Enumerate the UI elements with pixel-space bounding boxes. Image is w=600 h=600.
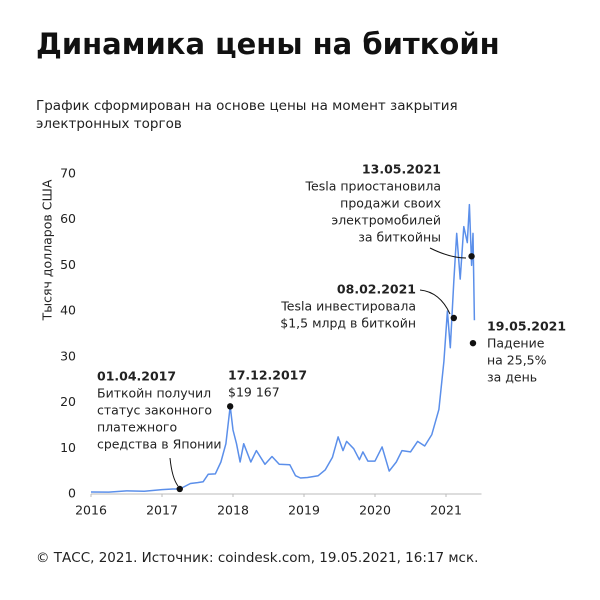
y-tick-label: 60 xyxy=(60,211,76,226)
y-tick-label: 50 xyxy=(60,257,76,272)
annotation-text: средства в Японии xyxy=(97,437,222,452)
y-tick-label: 40 xyxy=(60,303,76,318)
annotation-text: за день xyxy=(487,370,537,385)
subtitle: электронных торгов xyxy=(36,116,182,132)
x-tick-label: 2021 xyxy=(430,503,462,518)
y-tick-label: 0 xyxy=(68,486,76,501)
x-tick-label: 2016 xyxy=(75,503,107,518)
annotation-text: Tesla инвестировала xyxy=(280,299,416,314)
annotation-text: за биткойны xyxy=(358,230,441,245)
annotation-date: 08.02.2021 xyxy=(337,282,416,297)
annotation-text: Падение xyxy=(487,336,545,351)
x-tick-label: 2018 xyxy=(217,503,249,518)
annotation-arrow xyxy=(419,289,451,315)
annotation-date: 01.04.2017 xyxy=(97,369,176,384)
annotation-point xyxy=(226,403,234,410)
x-tick-label: 2020 xyxy=(359,503,391,518)
y-tick-label: 70 xyxy=(60,166,76,181)
annotation-text: платежного xyxy=(97,420,177,435)
annotation-text: Tesla приостановила xyxy=(305,179,441,194)
annotation-point xyxy=(468,253,475,260)
annotation-arrow xyxy=(429,247,467,259)
annotation-text: Биткойн получил xyxy=(97,386,211,401)
footer: © ТАСС, 2021. Источник: coindesk.com, 19… xyxy=(36,550,478,566)
annotation-arrow xyxy=(169,457,179,487)
annotation-text: статус законного xyxy=(97,403,212,418)
x-tick-label: 2017 xyxy=(146,503,178,518)
y-axis-label: Тысяч долларов США xyxy=(40,179,55,321)
annotation-date: 13.05.2021 xyxy=(362,162,441,177)
annotation-text: $1,5 млрд в биткойн xyxy=(280,316,416,331)
subtitle: График сформирован на основе цены на мом… xyxy=(36,98,458,114)
annotation-text: продажи своих xyxy=(340,196,441,211)
annotation-date: 19.05.2021 xyxy=(487,319,566,334)
y-tick-label: 30 xyxy=(60,348,76,363)
annotation-point xyxy=(176,485,183,493)
y-tick-label: 20 xyxy=(60,394,76,409)
y-tick-label: 10 xyxy=(60,440,76,455)
annotation-point xyxy=(469,339,477,347)
price-line xyxy=(90,203,476,493)
annotation-text: $19 167 xyxy=(228,385,280,400)
x-tick-label: 2019 xyxy=(288,503,320,518)
annotation-text: на 25,5% xyxy=(487,353,547,368)
chart-title: Динамика цены на биткойн xyxy=(36,27,500,61)
annotation-text: электромобилей xyxy=(331,213,441,228)
annotation-point xyxy=(450,314,458,322)
annotation-date: 17.12.2017 xyxy=(228,368,307,383)
